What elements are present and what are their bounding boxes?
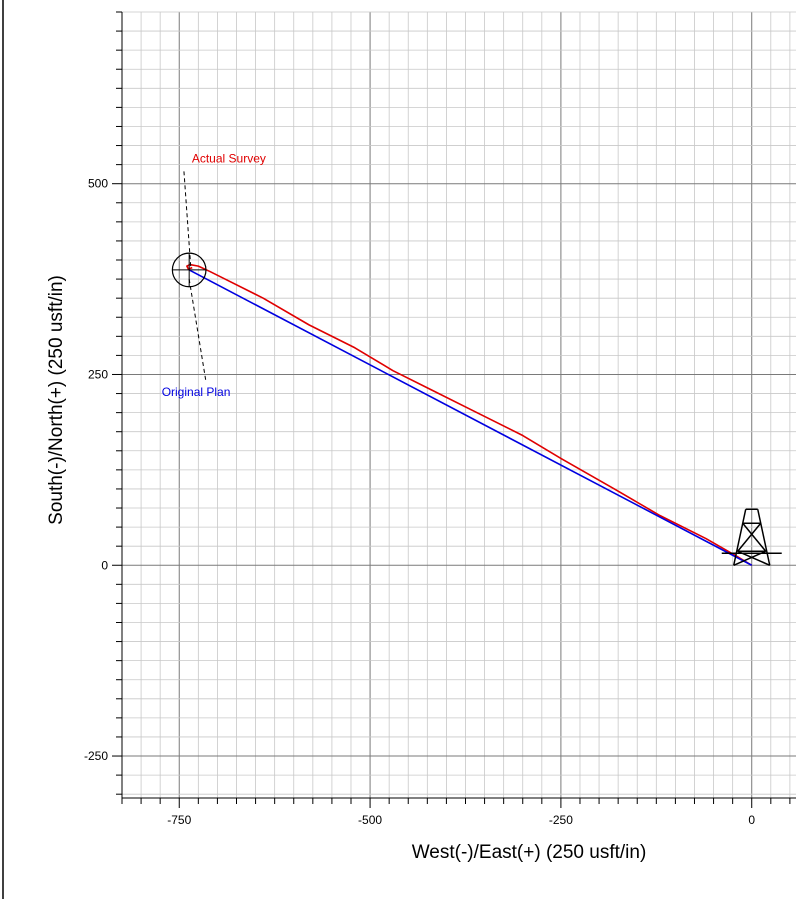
x-axis-label: West(-)/East(+) (250 usft/in) [412, 842, 647, 863]
drilling-rig-icon [721, 508, 782, 566]
rig-leg-left [732, 509, 747, 566]
actual-survey-label: Actual Survey [192, 151, 266, 165]
x-tick-label: -250 [549, 813, 573, 827]
rig-brace [742, 522, 767, 552]
x-tick-label: -500 [358, 813, 382, 827]
rig-leg-right [756, 509, 771, 566]
y-tick-label: 250 [88, 367, 108, 381]
x-tick-label: 0 [748, 813, 755, 827]
original-plan-leader [188, 279, 207, 383]
actual-survey-leader [183, 170, 192, 267]
x-tick-label: -750 [167, 813, 191, 827]
grid [121, 11, 796, 798]
original-plan-line [188, 269, 753, 566]
y-tick-label: -250 [84, 749, 108, 763]
labels-group: Actual Survey Original Plan [162, 151, 266, 399]
y-tick-label: 500 [88, 177, 108, 191]
actual-survey-line [186, 263, 753, 566]
rig-brace [737, 522, 762, 552]
y-axis-label: South(-)/North(+) (250 usft/in) [46, 275, 67, 525]
series-group [186, 263, 753, 566]
original-plan-label: Original Plan [162, 385, 231, 399]
axes: -750 -500 -250 0 -250 0 250 500 West(-)/East(+) … [46, 11, 796, 863]
markers-group [171, 252, 782, 566]
y-tick-label: 0 [101, 558, 108, 572]
